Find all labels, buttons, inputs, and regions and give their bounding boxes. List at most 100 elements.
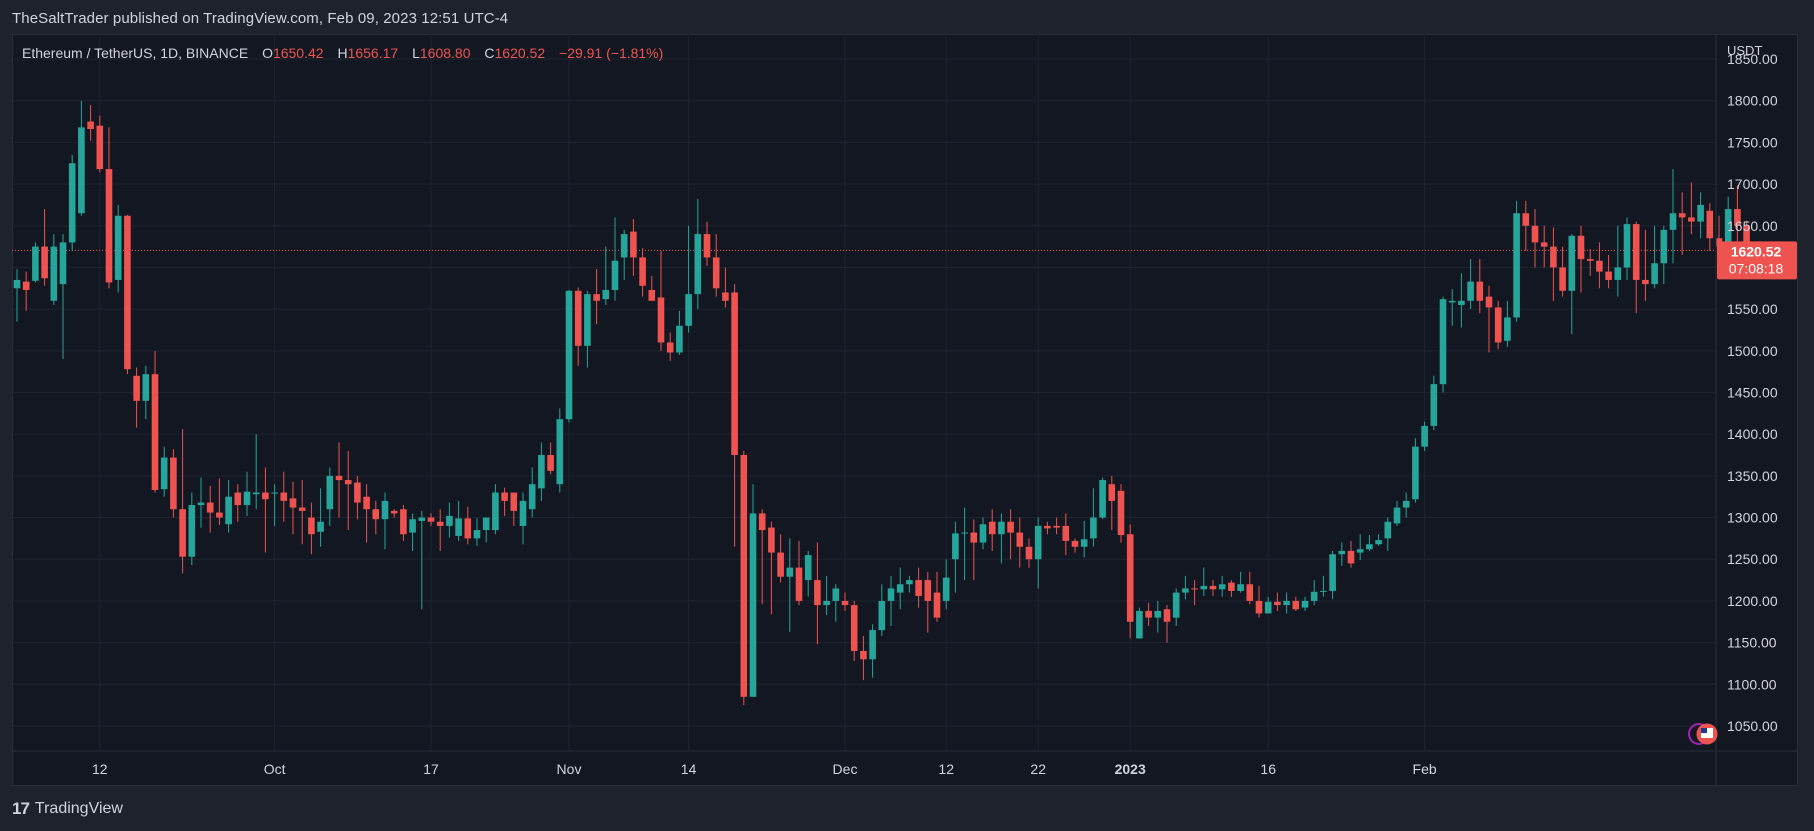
candle-body bbox=[510, 492, 518, 511]
candle-body bbox=[924, 580, 932, 601]
x-tick-label: 12 bbox=[938, 761, 954, 777]
candle bbox=[1099, 477, 1106, 520]
candle bbox=[1623, 217, 1631, 280]
candle-body bbox=[1136, 610, 1143, 639]
candle-body bbox=[988, 521, 996, 535]
candle-body bbox=[455, 518, 462, 536]
candle-body bbox=[1163, 609, 1171, 622]
candle-body bbox=[1320, 590, 1327, 592]
candle-body bbox=[630, 231, 637, 258]
candle-body bbox=[639, 257, 646, 286]
candle bbox=[1504, 300, 1511, 347]
candle-body bbox=[1734, 209, 1741, 226]
candle bbox=[1393, 500, 1401, 526]
candle bbox=[409, 513, 416, 551]
candle bbox=[1568, 234, 1576, 335]
candle bbox=[160, 446, 168, 497]
candle-body bbox=[151, 374, 159, 491]
candle-body bbox=[492, 492, 499, 531]
candle-body bbox=[363, 496, 370, 510]
candle-body bbox=[676, 325, 683, 353]
candle-body bbox=[952, 533, 959, 560]
candle bbox=[1246, 571, 1254, 605]
candle-body bbox=[1356, 549, 1364, 553]
candle bbox=[418, 510, 426, 610]
low-label: L bbox=[412, 45, 420, 61]
tradingview-brand[interactable]: 17 TradingView bbox=[12, 799, 123, 819]
candle bbox=[611, 217, 619, 301]
low-value: 1608.80 bbox=[419, 45, 471, 61]
y-tick-label: 1850.00 bbox=[1727, 51, 1778, 67]
candle bbox=[878, 584, 886, 636]
tradingview-logo-icon: 17 bbox=[12, 799, 30, 818]
y-tick-label: 1700.00 bbox=[1727, 176, 1778, 192]
badge-price: 1620.52 bbox=[1731, 243, 1782, 259]
candle-body bbox=[1430, 384, 1438, 426]
candle bbox=[170, 449, 177, 518]
candle bbox=[105, 127, 113, 289]
candle-body bbox=[50, 246, 58, 301]
candle bbox=[1237, 571, 1244, 593]
candle bbox=[1025, 538, 1033, 568]
brand-name: TradingView bbox=[34, 800, 123, 817]
y-tick-label: 1300.00 bbox=[1727, 510, 1778, 526]
x-tick-label: 12 bbox=[92, 761, 108, 777]
chart-panel[interactable] bbox=[12, 34, 1798, 786]
candle bbox=[1292, 596, 1300, 611]
candle bbox=[1522, 200, 1530, 251]
y-tick-label: 1400.00 bbox=[1727, 426, 1778, 442]
candle-body bbox=[1264, 601, 1272, 614]
candle-body bbox=[602, 289, 610, 300]
flag-icon[interactable] bbox=[1688, 723, 1718, 745]
candle bbox=[455, 500, 462, 541]
candle bbox=[1366, 535, 1373, 551]
candle bbox=[59, 234, 67, 360]
candle-body bbox=[1660, 229, 1668, 264]
candle-body bbox=[648, 289, 656, 301]
candle-body bbox=[1577, 235, 1585, 260]
candle-body bbox=[869, 630, 876, 660]
candle-body bbox=[354, 482, 361, 503]
candle bbox=[777, 534, 784, 583]
candle-body bbox=[1126, 534, 1134, 622]
candle bbox=[574, 287, 582, 366]
candle bbox=[13, 269, 21, 322]
candle bbox=[749, 484, 757, 697]
candle bbox=[1274, 592, 1281, 611]
candle bbox=[1384, 517, 1392, 551]
candle-body bbox=[979, 524, 987, 543]
change-value: −29.91 (−1.81%) bbox=[559, 45, 664, 61]
candle bbox=[666, 332, 674, 361]
candle-body bbox=[584, 294, 591, 346]
candle bbox=[722, 267, 729, 308]
candle bbox=[179, 429, 186, 574]
candle-body bbox=[1274, 601, 1281, 606]
candle-body bbox=[731, 292, 738, 456]
x-tick-label: Nov bbox=[557, 761, 582, 777]
grid bbox=[12, 34, 1716, 751]
candle-body bbox=[59, 242, 67, 285]
candle bbox=[630, 219, 637, 276]
candle-body bbox=[427, 517, 435, 522]
time-axis[interactable]: 12 Oct 17 Nov 14 Dec 12 22 2023 16 Feb bbox=[92, 761, 1437, 777]
candle bbox=[814, 542, 821, 645]
x-tick-label: Dec bbox=[833, 761, 858, 777]
candle bbox=[1163, 605, 1171, 643]
candle bbox=[354, 475, 361, 520]
candle-body bbox=[188, 505, 196, 557]
candle bbox=[961, 507, 968, 581]
y-tick-label: 1250.00 bbox=[1727, 551, 1778, 567]
candle bbox=[87, 104, 94, 141]
candle-body bbox=[556, 419, 564, 485]
candle-body bbox=[1642, 279, 1649, 285]
candle bbox=[1375, 534, 1382, 546]
candle bbox=[317, 488, 324, 547]
candle bbox=[298, 480, 306, 545]
candle-body bbox=[1596, 260, 1603, 272]
price-axis[interactable]: 1850.001800.001750.001700.001650.001600.… bbox=[1727, 51, 1778, 734]
candle bbox=[114, 204, 122, 293]
candle bbox=[1209, 580, 1217, 596]
symbol-label[interactable]: Ethereum / TetherUS, 1D, BINANCE bbox=[22, 45, 249, 61]
candle-body bbox=[1154, 610, 1162, 618]
